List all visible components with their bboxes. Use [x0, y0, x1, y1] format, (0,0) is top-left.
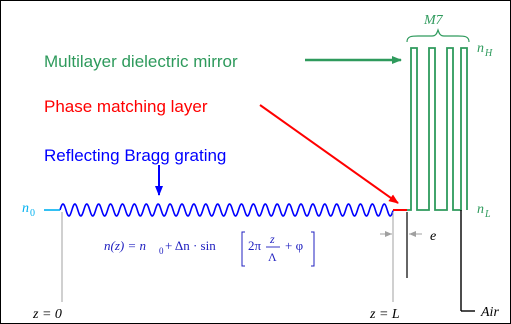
formula-lhs-subscript: 0 — [159, 246, 164, 256]
m-count-label: M7 — [423, 13, 444, 28]
mirror-brace — [406, 28, 470, 43]
n-high-label: n H — [477, 41, 493, 59]
n-zero-label: n 0 — [22, 201, 35, 219]
mirror-label: Multilayer dielectric mirror — [44, 52, 238, 71]
n-low-subscript: L — [484, 209, 491, 220]
zL-label: z = L — [369, 307, 400, 322]
formula-two-pi: 2π — [248, 238, 262, 253]
e-label: e — [430, 229, 436, 244]
formula-plus-sin: + Δn · sin — [165, 238, 216, 253]
index-formula: n(z) = n 0 + Δn · sin 2π z Λ + φ — [104, 231, 315, 267]
bragg-grating-wave — [59, 203, 394, 217]
formula-tail: + φ — [285, 238, 303, 253]
bragg-label: Reflecting Bragg grating — [44, 146, 226, 165]
n-high-subscript: H — [484, 48, 493, 59]
n-high-letter: n — [477, 41, 484, 56]
n-low-letter: n — [477, 202, 484, 217]
n-zero-subscript: 0 — [30, 208, 35, 219]
formula-left-bracket — [241, 231, 245, 267]
phase-layer-label: Phase matching layer — [44, 97, 208, 116]
formula-frac-numerator: z — [269, 232, 275, 246]
n-zero-letter: n — [22, 201, 29, 216]
dielectric-mirror-layers — [407, 47, 468, 211]
formula-frac-denominator: Λ — [268, 250, 277, 264]
formula-lhs: n(z) = n — [104, 238, 146, 253]
phase-layer-pointer-arrow — [259, 104, 399, 204]
n-low-label: n L — [477, 202, 491, 220]
formula-right-bracket — [311, 231, 315, 267]
z0-label: z = 0 — [32, 307, 62, 322]
air-label: Air — [480, 305, 499, 320]
